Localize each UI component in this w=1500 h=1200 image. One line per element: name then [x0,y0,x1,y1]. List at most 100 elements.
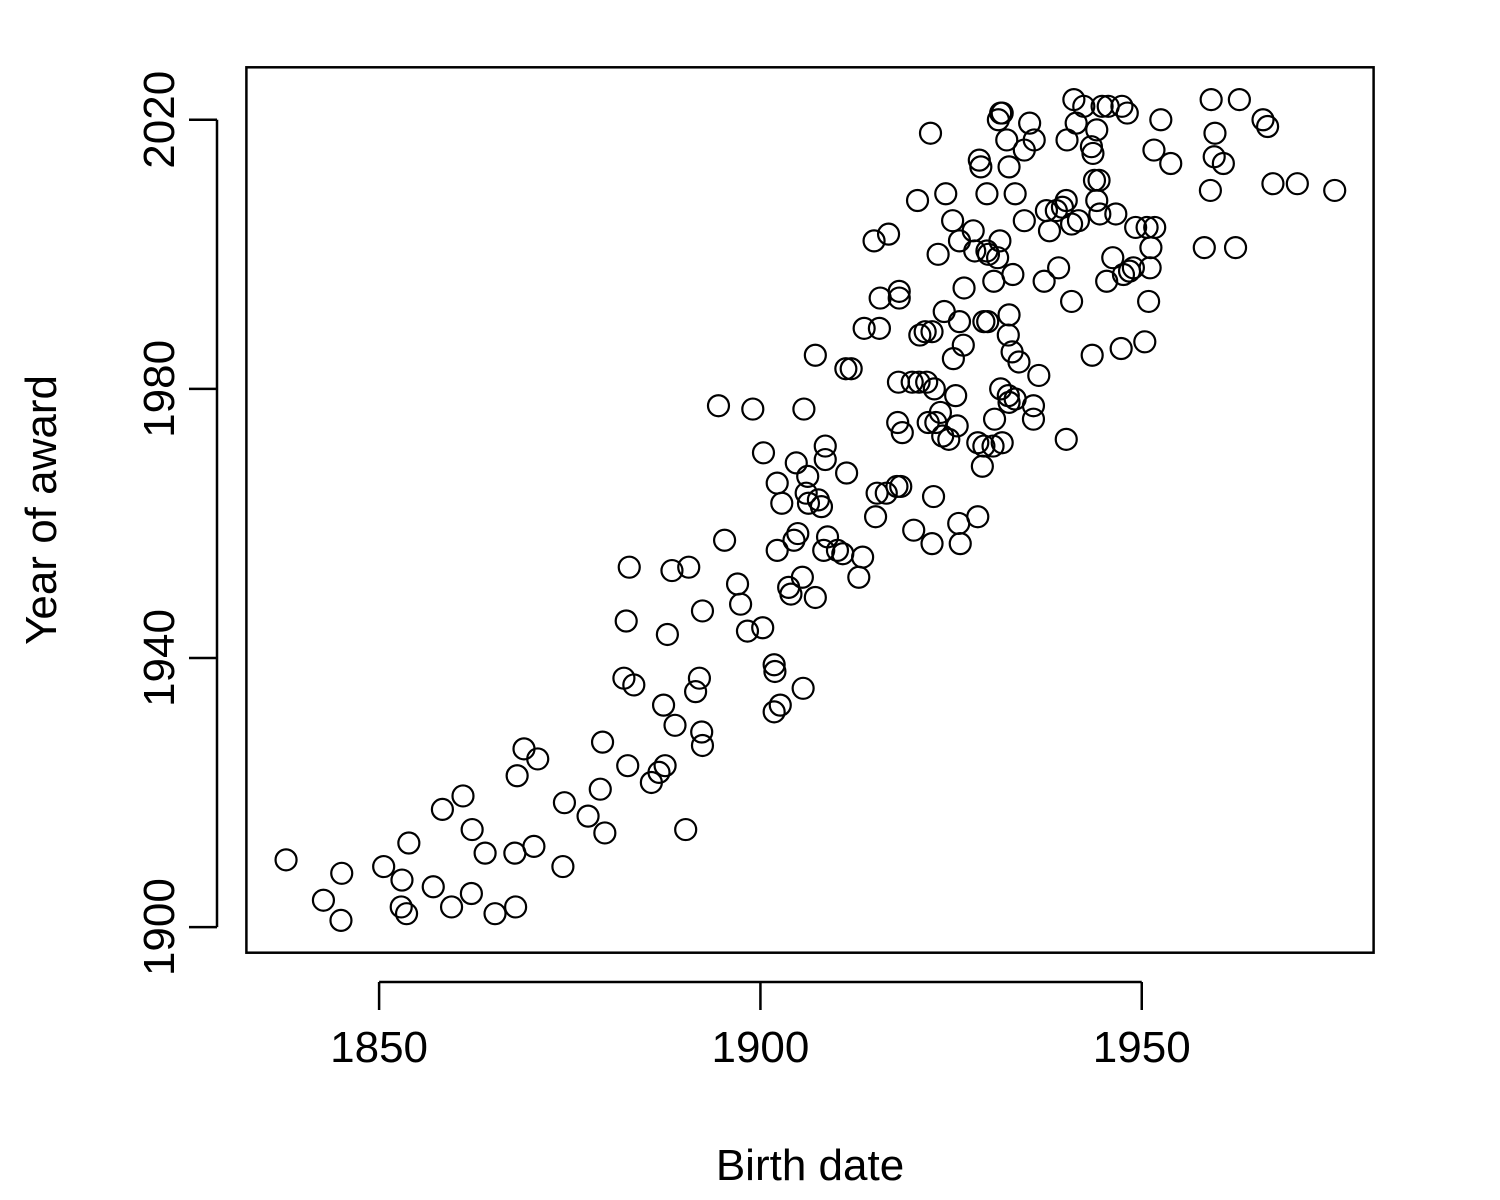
data-point [460,817,484,842]
data-point [941,347,965,371]
data-point [505,764,529,788]
data-point [890,421,914,445]
data-point [784,451,808,475]
data-point [684,680,708,704]
data-point [851,545,875,569]
data-point [945,414,969,438]
data-point [918,121,943,145]
data-point [762,700,786,724]
data-point [1223,236,1248,260]
data-point [1149,108,1173,132]
data-point [908,323,932,347]
data-point [947,229,972,253]
data-point [863,505,888,529]
x-tick-label: 1950 [1093,1023,1191,1072]
data-point [687,666,712,690]
x-tick-label: 1850 [330,1023,428,1072]
data-point [1059,289,1084,314]
data-point [1037,219,1062,243]
data-point [1012,209,1036,233]
data-point [997,303,1021,327]
data-point [852,316,876,340]
data-point [813,447,837,472]
data-point [952,276,976,300]
data-point [1115,101,1139,125]
data-point [887,286,911,310]
data-point [839,357,863,381]
data-point [865,481,889,505]
data-point [1227,87,1251,112]
data-point [889,474,913,499]
data-point [1085,188,1109,213]
data-point [1142,138,1166,162]
data-point [834,357,858,381]
data-point [862,229,886,253]
data-point [791,676,815,700]
data-point [1066,209,1091,233]
data-point [1159,151,1183,176]
data-point [1007,350,1031,374]
data-point [966,431,990,455]
data-point [786,521,810,546]
data-point [551,854,575,879]
data-point [915,370,939,394]
data-point [963,239,987,263]
data-point [790,565,814,589]
data-point [1054,188,1078,213]
data-point [593,821,617,845]
data-point [1085,118,1109,142]
data-point [1095,269,1119,293]
data-point [617,555,641,579]
data-point [982,407,1007,431]
data-point [274,848,298,872]
data-point [712,528,737,552]
data-point [779,582,803,606]
data-point [886,410,910,435]
data-point [932,299,956,324]
data-point [372,854,396,879]
data-point [504,895,528,919]
data-point [1121,256,1145,280]
data-point [876,222,901,246]
data-point [1104,202,1128,226]
data-point [975,182,999,206]
data-point [920,320,944,344]
data-point [887,279,911,303]
data-point [389,895,413,919]
data-point [937,427,961,451]
data-point [815,525,840,549]
data-point [1143,215,1167,240]
data-point [677,555,701,579]
data-point [311,888,336,912]
data-point [576,804,600,828]
data-point [590,730,615,754]
data-point [1323,178,1347,203]
data-point [922,377,946,401]
data-point [813,434,837,458]
data-point [394,902,419,926]
data-point [970,454,994,478]
data-point [902,518,926,542]
data-point [988,229,1012,253]
data-point [1047,256,1071,280]
y-tick-label: 1900 [135,878,184,976]
data-point [1072,94,1096,118]
data-point [728,592,753,616]
data-point [451,784,475,808]
data-point [762,653,786,677]
data-point [690,720,714,744]
data-point [1101,246,1125,270]
data-point [552,791,577,815]
data-point [1021,394,1046,418]
y-axis: 1900 1940 1980 2020 [135,71,219,976]
data-point [796,491,821,515]
data-point [947,511,971,536]
data-point [1088,202,1112,226]
data-points [274,87,1347,933]
plot-frame [245,66,1375,954]
data-point [483,902,507,926]
data-point [921,484,946,509]
data-point [913,320,937,344]
x-axis: 1850 1900 1950 [330,980,1191,1072]
